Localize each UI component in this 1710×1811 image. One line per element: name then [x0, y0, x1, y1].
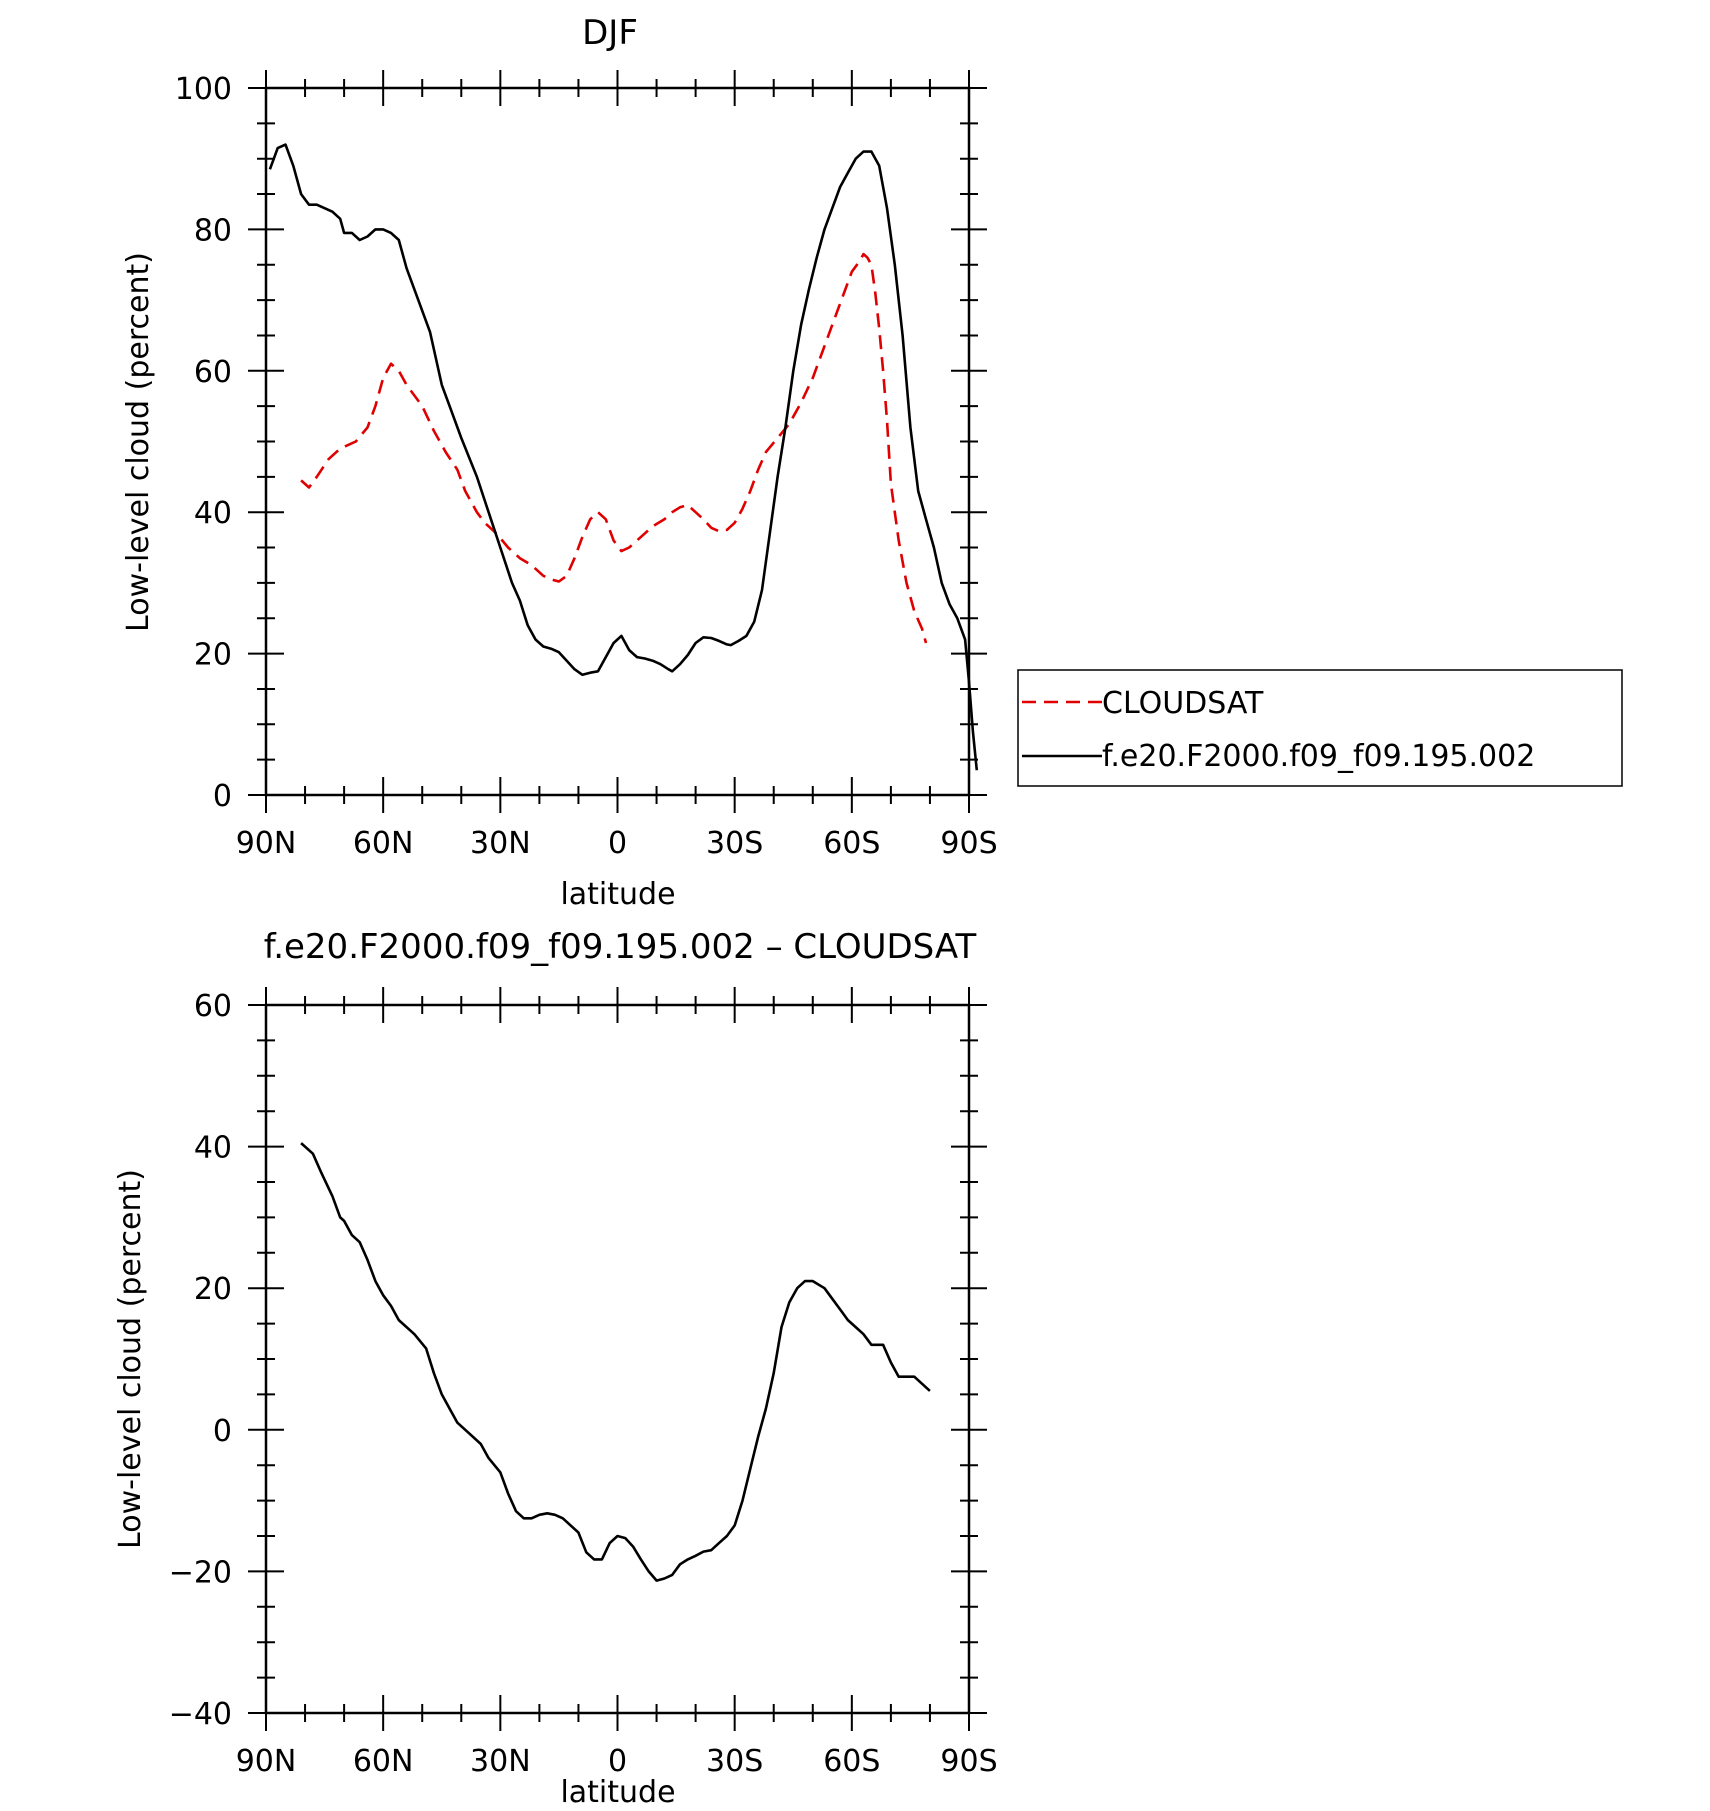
y-tick-label: 0 — [213, 779, 232, 814]
x-tick-label: 30S — [706, 1744, 763, 1779]
y-tick-label: 80 — [194, 213, 232, 248]
x-tick-label: 90S — [940, 1744, 997, 1779]
tick-marks — [248, 987, 987, 1731]
series-lines — [268, 143, 979, 771]
legend-box — [1017, 669, 1623, 787]
y-tick-label: 60 — [194, 989, 232, 1024]
y-tick-label: 20 — [194, 638, 232, 673]
legend-label-model: f.e20.F2000.f09_f09.195.002 — [1102, 739, 1535, 774]
x-tick-label: 30N — [470, 826, 531, 861]
panel-djf: DJF 0 20 40 60 80 100 90N 60N 30N 0 30S 60S 90S lat… — [121, 13, 998, 912]
x-axis-label: latitude — [560, 1775, 675, 1810]
series-line-1 — [268, 143, 979, 771]
y-tick-labels: −40 −20 0 20 40 60 — [169, 989, 232, 1732]
x-tick-label: 90N — [236, 826, 297, 861]
y-tick-label: −20 — [169, 1555, 232, 1590]
y-tick-label: 40 — [194, 1131, 232, 1166]
series-line-0 — [300, 252, 928, 644]
plot-frame — [264, 1003, 971, 1715]
chart-title: DJF — [582, 13, 638, 53]
y-tick-label: 100 — [175, 72, 232, 107]
x-tick-label: 90N — [236, 1744, 297, 1779]
x-tick-label: 60S — [823, 826, 880, 861]
legend: CLOUDSAT f.e20.F2000.f09_f09.195.002 — [1017, 669, 1623, 787]
y-tick-label: −40 — [169, 1697, 232, 1732]
series-lines — [300, 1142, 931, 1582]
x-tick-labels: 90N 60N 30N 0 30S 60S 90S — [236, 826, 998, 861]
x-tick-labels: 90N 60N 30N 0 30S 60S 90S — [236, 1744, 998, 1779]
plot-frame — [264, 86, 971, 797]
x-tick-label: 0 — [608, 1744, 627, 1779]
x-tick-label: 60N — [353, 826, 414, 861]
x-tick-label: 60N — [353, 1744, 414, 1779]
x-tick-label: 0 — [608, 826, 627, 861]
x-tick-label: 90S — [940, 826, 997, 861]
y-tick-label: 60 — [194, 355, 232, 390]
x-tick-label: 30S — [706, 826, 763, 861]
y-tick-label: 0 — [213, 1414, 232, 1449]
panel-difference: f.e20.F2000.f09_f09.195.002 – CLOUDSAT −… — [113, 927, 998, 1810]
y-tick-labels: 0 20 40 60 80 100 — [175, 72, 232, 814]
chart-title: f.e20.F2000.f09_f09.195.002 – CLOUDSAT — [264, 927, 977, 967]
y-tick-label: 40 — [194, 496, 232, 531]
y-axis-label: Low-level cloud (percent) — [121, 252, 156, 632]
legend-label-cloudsat: CLOUDSAT — [1102, 686, 1264, 721]
x-tick-label: 30N — [470, 1744, 531, 1779]
y-tick-label: 20 — [194, 1272, 232, 1307]
x-tick-label: 60S — [823, 1744, 880, 1779]
y-axis-label: Low-level cloud (percent) — [113, 1169, 148, 1549]
x-axis-label: latitude — [560, 877, 675, 912]
tick-marks — [248, 70, 987, 813]
series-line-0 — [300, 1142, 931, 1582]
